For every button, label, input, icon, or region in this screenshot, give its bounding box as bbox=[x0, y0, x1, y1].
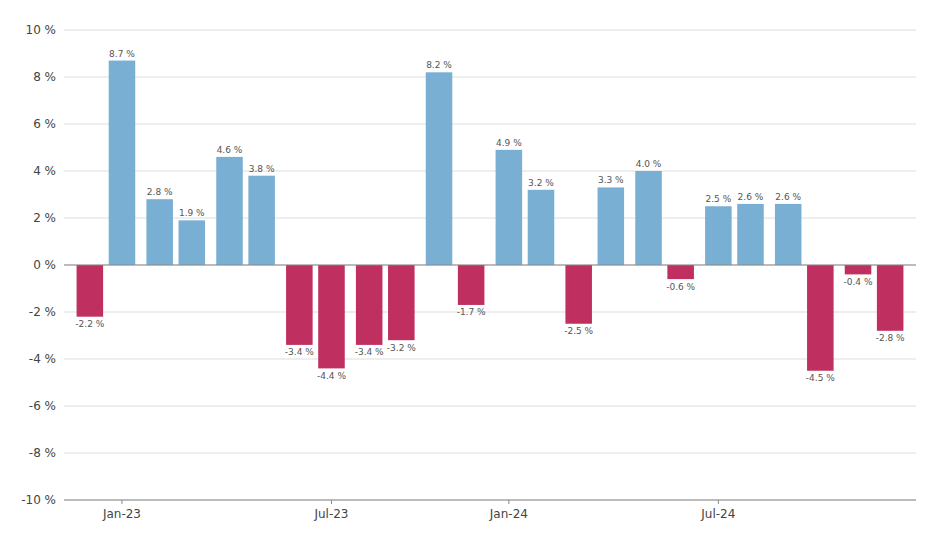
data-label: 8.7 % bbox=[109, 49, 135, 59]
x-tick bbox=[121, 500, 122, 504]
data-label: -1.7 % bbox=[457, 307, 486, 317]
y-tick-label: -2 % bbox=[29, 305, 56, 319]
bar bbox=[565, 265, 592, 324]
grid bbox=[64, 30, 916, 500]
data-label: -2.8 % bbox=[876, 333, 905, 343]
data-label: 2.8 % bbox=[147, 187, 173, 197]
bar bbox=[598, 187, 625, 265]
x-tick bbox=[718, 500, 719, 504]
bar bbox=[248, 176, 275, 265]
x-tick-label: Jan-23 bbox=[102, 507, 141, 521]
grid-line bbox=[64, 171, 916, 172]
grid-line bbox=[64, 453, 916, 454]
y-tick-label: -6 % bbox=[29, 399, 56, 413]
bar bbox=[667, 265, 694, 279]
data-label: -3.4 % bbox=[285, 347, 314, 357]
y-tick-label: 6 % bbox=[33, 117, 56, 131]
bar bbox=[496, 150, 523, 265]
x-tick-label: Jul-24 bbox=[700, 507, 735, 521]
bar bbox=[216, 157, 243, 265]
y-tick-label: 2 % bbox=[33, 211, 56, 225]
grid-line bbox=[64, 124, 916, 125]
data-label: 3.3 % bbox=[598, 175, 624, 185]
x-tick-label: Jan-24 bbox=[489, 507, 528, 521]
bar bbox=[528, 190, 555, 265]
grid-line bbox=[64, 500, 916, 501]
grid-line bbox=[64, 312, 916, 313]
x-axis-line bbox=[64, 500, 916, 501]
data-label: -0.4 % bbox=[844, 277, 873, 287]
x-tick-label: Jul-23 bbox=[313, 507, 348, 521]
grid-line bbox=[64, 406, 916, 407]
data-label: -3.2 % bbox=[387, 343, 416, 353]
chart-container: -10 % -8 % -6 % -4 % -2 % 0 % 2 % 4 % 6 % 8 % 10 %… bbox=[0, 0, 940, 550]
data-label: 8.2 % bbox=[426, 60, 452, 70]
bar bbox=[807, 265, 834, 371]
grid-line bbox=[64, 30, 916, 31]
bar bbox=[286, 265, 313, 345]
y-tick-label: 8 % bbox=[33, 70, 56, 84]
y-tick-label: 4 % bbox=[33, 164, 56, 178]
x-axis: Jan-23 Jul-23 Jan-24 Jul-24 bbox=[102, 500, 735, 521]
data-label: 4.0 % bbox=[636, 159, 662, 169]
data-label: -4.4 % bbox=[317, 371, 346, 381]
y-tick-label: -10 % bbox=[21, 493, 56, 507]
bar bbox=[775, 204, 802, 265]
y-tick-label: 0 % bbox=[33, 258, 56, 272]
bar bbox=[109, 61, 136, 265]
bar bbox=[877, 265, 904, 331]
data-label: 2.6 % bbox=[738, 192, 764, 202]
bar bbox=[845, 265, 872, 274]
bar bbox=[318, 265, 345, 368]
bar bbox=[388, 265, 415, 340]
grid-line bbox=[64, 77, 916, 78]
bar bbox=[458, 265, 485, 305]
data-label: 4.6 % bbox=[217, 145, 243, 155]
bar bbox=[737, 204, 764, 265]
x-tick bbox=[331, 500, 332, 504]
data-label: 2.6 % bbox=[775, 192, 801, 202]
data-label: 4.9 % bbox=[496, 138, 522, 148]
bar bbox=[146, 199, 173, 265]
zero-line bbox=[64, 265, 916, 266]
y-axis: -10 % -8 % -6 % -4 % -2 % 0 % 2 % 4 % 6 % 8 % 10 % bbox=[21, 23, 56, 507]
bar bbox=[77, 265, 104, 317]
data-label: -4.5 % bbox=[806, 373, 835, 383]
bar bbox=[705, 206, 732, 265]
data-label: -2.2 % bbox=[75, 319, 104, 329]
bar bbox=[179, 220, 206, 265]
data-label: 3.8 % bbox=[249, 164, 275, 174]
data-label: 1.9 % bbox=[179, 208, 205, 218]
data-label: 2.5 % bbox=[705, 194, 731, 204]
bars bbox=[77, 61, 904, 371]
y-tick-label: 10 % bbox=[26, 23, 57, 37]
chart-svg: -10 % -8 % -6 % -4 % -2 % 0 % 2 % 4 % 6 % 8 % 10 %… bbox=[0, 0, 940, 550]
bar bbox=[426, 72, 453, 265]
data-label: -2.5 % bbox=[564, 326, 593, 336]
grid-line bbox=[64, 265, 916, 266]
grid-line bbox=[64, 359, 916, 360]
data-label: -0.6 % bbox=[666, 282, 695, 292]
y-tick-label: -4 % bbox=[29, 352, 56, 366]
y-tick-label: -8 % bbox=[29, 446, 56, 460]
bar bbox=[635, 171, 662, 265]
data-label: -3.4 % bbox=[355, 347, 384, 357]
data-labels: -2.2 % 8.7 % 2.8 % 1.9 % 4.6 % 3.8 % -3.4 % -4.… bbox=[75, 49, 905, 384]
x-tick bbox=[508, 500, 509, 504]
bar bbox=[356, 265, 383, 345]
data-label: 3.2 % bbox=[528, 178, 554, 188]
